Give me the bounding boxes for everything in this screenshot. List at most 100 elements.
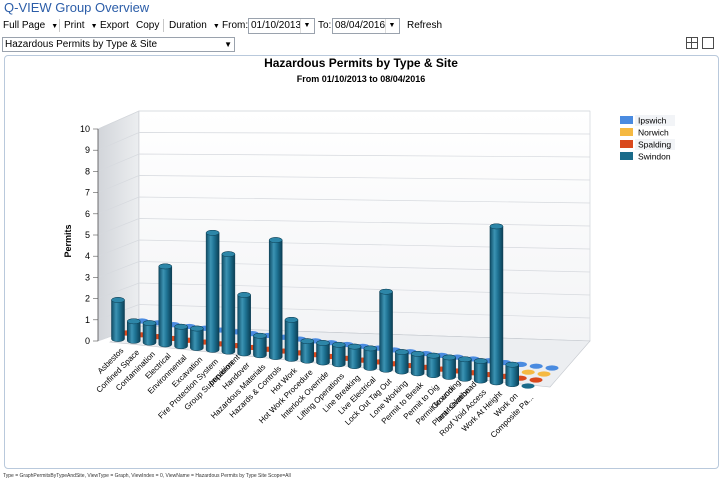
bar-top-swindon — [127, 318, 141, 325]
bar-top-swindon — [253, 332, 267, 339]
from-label: From: — [222, 20, 249, 31]
legend-label: Swindon — [638, 152, 671, 162]
to-label: To: — [318, 20, 332, 31]
bar-swindon — [268, 237, 283, 360]
bar-top-swindon — [268, 237, 283, 243]
legend-swatch — [620, 152, 633, 160]
y-tick-label: 0 — [85, 336, 90, 346]
legend-label: Spalding — [638, 140, 671, 150]
report-select[interactable]: Hazardous Permits by Type & Site ▼ — [2, 37, 235, 52]
legend-label: Norwich — [638, 128, 669, 138]
dropdown-arrow-icon[interactable]: ▼ — [224, 40, 232, 49]
caret-down-icon: ▼ — [90, 23, 98, 30]
copy-button[interactable]: Copy — [136, 20, 160, 31]
bar-swindon — [379, 288, 393, 373]
y-tick-label: 6 — [85, 209, 90, 219]
chart-panel: 0 1 2 3 4 5 6 7 8 9 10 Asbestos Confined Space Conta… — [4, 55, 719, 469]
bar-top-swindon — [332, 341, 346, 348]
single-view-icon[interactable] — [702, 37, 714, 49]
bar-top-swindon — [410, 350, 425, 357]
y-tick-label: 7 — [85, 188, 90, 198]
bar-top-swindon — [158, 263, 173, 270]
legend-swatch — [620, 140, 633, 148]
bar-top-swindon — [426, 352, 441, 359]
bar-top-swindon — [458, 356, 472, 363]
bar-base-swindon — [521, 383, 535, 389]
bar-base-norwich — [521, 369, 535, 375]
bar-top-swindon — [190, 325, 204, 332]
bar-swindon — [237, 292, 251, 357]
chart-subtitle: From 01/10/2013 to 08/04/2016 — [297, 74, 426, 84]
duration-menu[interactable]: Duration ▼ — [169, 20, 220, 31]
bar-top-swindon — [505, 361, 519, 368]
bar-swindon — [489, 223, 504, 386]
gridline — [97, 261, 591, 278]
gridline — [97, 282, 591, 299]
bar-top-swindon — [363, 345, 378, 352]
bar-top-swindon — [237, 292, 251, 298]
bar-swindon — [111, 297, 125, 342]
legend-swatch — [620, 128, 633, 136]
bar-base-spalding — [529, 377, 543, 383]
toolbar-separator — [163, 19, 164, 32]
export-button[interactable]: Export — [100, 20, 129, 31]
legend-label: Ipswich — [638, 116, 667, 126]
refresh-button[interactable]: Refresh — [407, 20, 443, 31]
bar-top-swindon — [111, 297, 125, 303]
bar-top-swindon — [395, 349, 409, 355]
dropdown-arrow-icon[interactable]: ▼ — [300, 19, 313, 33]
bar-top-swindon — [300, 338, 314, 345]
bar-top-swindon — [489, 223, 504, 230]
bar-top-swindon — [347, 343, 362, 350]
y-tick-label: 1 — [85, 315, 90, 325]
bar-top-swindon — [442, 354, 456, 361]
y-tick-label: 9 — [85, 145, 90, 155]
gridline — [97, 218, 591, 236]
chart-title: Hazardous Permits by Type & Site — [264, 56, 458, 70]
full-page-menu[interactable]: Full Page ▼ — [3, 20, 59, 31]
from-date-input[interactable]: 01/10/2013 ▼ — [248, 18, 315, 34]
bar-top-swindon — [379, 288, 393, 295]
legend-row-bg — [635, 151, 675, 162]
gridline — [97, 132, 591, 151]
footer-note: Type = GraphPermitsByTypeAndSite, ViewTy… — [3, 473, 291, 479]
legend-row-bg — [635, 115, 675, 126]
y-tick-label: 5 — [85, 230, 90, 240]
to-date-input[interactable]: 08/04/2016 ▼ — [332, 18, 400, 34]
toolbar: Full Page ▼ Print ▼ Export Copy Duration ▼ … — [0, 17, 721, 35]
app-title: Q-VIEW Group Overview — [4, 0, 150, 15]
bar-base-norwich — [537, 371, 551, 377]
bar-top-swindon — [316, 340, 330, 346]
bar-swindon — [284, 317, 299, 362]
gridline — [97, 153, 591, 172]
legend-row-bg — [635, 127, 675, 138]
bar-top-swindon — [174, 323, 188, 330]
legend-row-bg — [635, 139, 675, 150]
bar-top-swindon — [284, 317, 299, 323]
bar-top-swindon — [473, 358, 488, 364]
gridline — [97, 110, 590, 130]
bar-swindon — [221, 251, 236, 355]
print-menu[interactable]: Print ▼ — [64, 20, 98, 31]
y-tick-label: 4 — [85, 251, 90, 261]
bar-top-swindon — [142, 320, 157, 326]
bar-base-ipswich — [529, 363, 543, 369]
y-tick-label: 3 — [85, 272, 90, 282]
y-tick-label: 10 — [80, 124, 90, 134]
bar-base-ipswich — [545, 365, 559, 371]
gridline — [97, 196, 591, 215]
y-tick-label: 8 — [85, 166, 90, 176]
y-tick-label: 2 — [85, 294, 90, 304]
gridline — [97, 175, 591, 193]
gridline — [97, 239, 591, 257]
bar-top-swindon — [205, 229, 220, 236]
dropdown-arrow-icon[interactable]: ▼ — [385, 19, 398, 33]
caret-down-icon: ▼ — [212, 23, 220, 30]
grid-view-icon[interactable] — [686, 37, 698, 49]
caret-down-icon: ▼ — [51, 23, 59, 30]
toolbar-separator — [59, 19, 60, 32]
legend-swatch — [620, 116, 633, 124]
bar-top-swindon — [221, 251, 236, 258]
bar-swindon — [158, 263, 173, 348]
